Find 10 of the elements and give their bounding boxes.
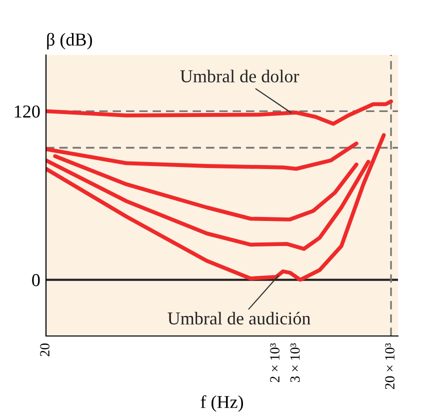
x-tick-label: 3 × 10³ — [290, 343, 300, 382]
annotation: Umbral de dolor — [180, 70, 300, 82]
x-tick-label: 2 × 10³ — [270, 343, 280, 382]
y-tick-label: 0 — [32, 274, 40, 286]
y-axis-title: β (dB) — [47, 32, 92, 50]
x-tick-label: 20 — [40, 343, 50, 356]
y-tick-label: 120 — [14, 105, 40, 118]
annotation: Umbral de audición — [168, 312, 310, 325]
x-axis-title: f (Hz) — [200, 395, 244, 412]
x-tick-label: 20 × 10³ — [385, 343, 394, 390]
